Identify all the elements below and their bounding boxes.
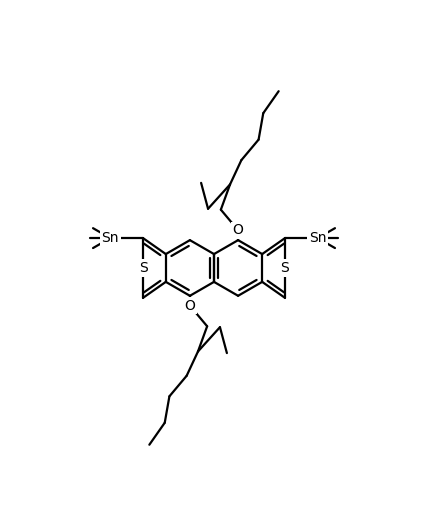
Text: Sn: Sn: [101, 231, 119, 245]
Text: S: S: [281, 261, 289, 275]
Text: O: O: [184, 299, 195, 313]
Text: S: S: [139, 261, 147, 275]
Text: Sn: Sn: [309, 231, 327, 245]
Text: O: O: [233, 223, 244, 237]
